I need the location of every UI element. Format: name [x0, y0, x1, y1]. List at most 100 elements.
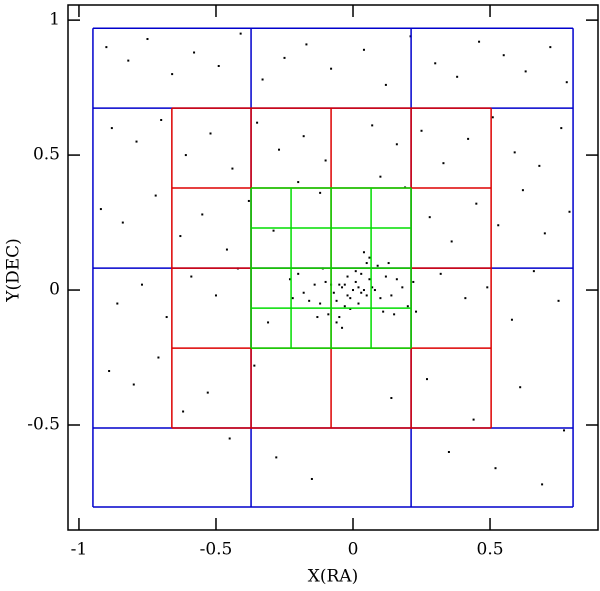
point	[308, 299, 311, 302]
point	[165, 316, 168, 319]
point	[425, 378, 428, 381]
point	[305, 43, 308, 46]
point	[146, 38, 149, 41]
point	[256, 121, 259, 124]
point	[190, 275, 193, 278]
point	[472, 418, 475, 421]
point	[387, 262, 390, 265]
point	[214, 294, 217, 297]
point	[478, 40, 481, 43]
point	[420, 129, 423, 132]
point	[513, 151, 516, 154]
point	[568, 210, 571, 213]
point	[171, 73, 174, 76]
y-tick-label: 0	[49, 280, 60, 300]
point	[201, 213, 204, 216]
point	[379, 175, 382, 178]
point	[362, 48, 365, 51]
point	[541, 483, 544, 486]
point	[352, 289, 355, 292]
point	[261, 78, 264, 81]
y-tick-label: -0.5	[27, 415, 60, 435]
point	[491, 116, 494, 119]
point	[532, 270, 535, 273]
x-axis-label: X(RA)	[308, 567, 358, 587]
point	[360, 291, 363, 294]
point	[464, 297, 467, 300]
point	[341, 286, 344, 289]
point	[360, 272, 363, 275]
point	[99, 208, 102, 211]
point	[346, 275, 349, 278]
point	[560, 127, 563, 130]
point	[565, 81, 568, 84]
point	[563, 429, 566, 432]
point	[362, 289, 365, 292]
point	[110, 127, 113, 130]
point	[365, 294, 368, 297]
point	[343, 283, 346, 286]
point	[324, 159, 327, 162]
x-tick-label: -1	[71, 540, 88, 560]
point	[354, 270, 357, 273]
point	[253, 364, 256, 367]
point	[519, 386, 522, 389]
point	[362, 251, 365, 254]
point	[346, 294, 349, 297]
point	[297, 181, 300, 184]
point	[434, 62, 437, 65]
point	[184, 154, 187, 157]
point	[291, 297, 294, 300]
point	[357, 302, 360, 305]
point	[415, 310, 418, 313]
point	[332, 291, 335, 294]
point	[382, 310, 385, 313]
y-axis-label: Y(DEC)	[4, 238, 24, 303]
point	[357, 286, 360, 289]
point	[335, 299, 338, 302]
point	[412, 280, 415, 283]
point	[349, 307, 352, 310]
point	[338, 316, 341, 319]
point	[116, 302, 119, 305]
point	[475, 202, 478, 205]
point	[135, 140, 138, 143]
point	[140, 283, 143, 286]
point	[302, 291, 305, 294]
point	[283, 56, 286, 59]
point	[379, 297, 382, 300]
point	[154, 194, 157, 197]
point	[217, 65, 220, 68]
point	[288, 278, 291, 281]
point	[494, 467, 497, 470]
point	[439, 272, 442, 275]
point	[384, 275, 387, 278]
point	[442, 162, 445, 165]
point	[393, 313, 396, 316]
point	[319, 302, 322, 305]
point	[108, 370, 111, 373]
point	[450, 240, 453, 243]
point	[209, 132, 212, 135]
x-tick-label: 0	[348, 540, 359, 560]
point	[228, 437, 231, 440]
point	[521, 189, 524, 192]
point	[390, 397, 393, 400]
point	[330, 67, 333, 70]
plot-frame	[67, 4, 599, 531]
point	[373, 289, 376, 292]
point	[371, 124, 374, 127]
point	[324, 280, 327, 283]
y-tick-label: 1	[49, 10, 60, 30]
point	[502, 54, 505, 57]
x-tick-label: 0.5	[477, 540, 504, 560]
point	[278, 148, 281, 151]
point	[335, 321, 338, 324]
point	[390, 294, 393, 297]
point	[316, 316, 319, 319]
point	[557, 299, 560, 302]
point	[182, 410, 185, 413]
point	[395, 278, 398, 281]
point	[338, 283, 341, 286]
